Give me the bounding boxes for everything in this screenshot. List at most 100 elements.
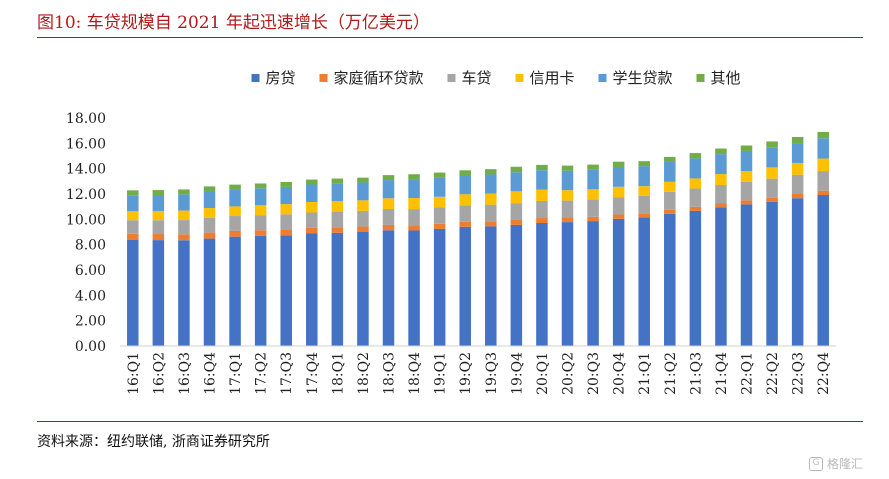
bar-19:Q4-2 [510, 203, 523, 220]
bar-22:Q3-3 [791, 162, 804, 175]
bar-19:Q4-0 [510, 224, 523, 346]
x-tick-label-27: 22:Q4 [816, 352, 832, 395]
bar-20:Q2-3 [561, 190, 574, 201]
bar-21:Q3-2 [689, 188, 702, 207]
x-tick-label-12: 19:Q1 [433, 352, 449, 395]
bar-22:Q1-4 [740, 150, 753, 172]
watermark-text: 格隆汇 [826, 457, 863, 471]
legend-label-1: 家庭循环贷款 [334, 69, 424, 87]
bar-17:Q2-2 [254, 215, 267, 231]
bar-22:Q4-1 [817, 190, 829, 196]
bar-21:Q4-0 [715, 207, 727, 346]
bar-22:Q1-5 [740, 145, 753, 151]
bar-19:Q1-0 [433, 228, 446, 346]
bar-17:Q2-0 [254, 235, 267, 346]
bar-18:Q3-1 [382, 224, 395, 231]
bar-18:Q2-1 [357, 226, 369, 232]
bar-16:Q1-0 [127, 239, 139, 346]
bar-16:Q4-5 [203, 186, 216, 192]
bar-16:Q4-0 [203, 238, 216, 346]
bar-19:Q2-2 [459, 205, 471, 222]
legend-swatch-2 [447, 74, 456, 82]
x-tick-label-6: 17:Q3 [279, 352, 295, 395]
bar-19:Q2-3 [459, 194, 471, 206]
bar-20:Q4-2 [612, 197, 625, 215]
bar-20:Q1-2 [536, 200, 548, 219]
bar-18:Q4-0 [408, 230, 420, 346]
source-note: 资料来源：纽约联储, 浙商证券研究所 [37, 434, 270, 450]
x-tick-label-19: 20:Q4 [612, 352, 628, 395]
bar-22:Q2-1 [766, 197, 778, 202]
x-tick-label-17: 20:Q2 [561, 352, 577, 395]
bar-21:Q4-4 [715, 154, 727, 175]
bar-21:Q3-1 [689, 206, 702, 211]
watermark: G 格隆汇 [808, 455, 863, 472]
bar-20:Q3-1 [587, 216, 599, 222]
bar-18:Q4-4 [408, 179, 420, 199]
x-tick-label-4: 17:Q1 [228, 352, 244, 395]
legend-swatch-3 [515, 74, 524, 82]
bar-16:Q3-1 [178, 234, 190, 241]
x-tick-label-5: 17:Q2 [254, 352, 270, 395]
bar-17:Q1-4 [229, 189, 241, 207]
bar-17:Q3-4 [280, 186, 292, 205]
bar-18:Q3-3 [382, 198, 395, 209]
bar-17:Q2-1 [254, 230, 267, 236]
bar-18:Q2-2 [357, 210, 369, 227]
legend-label-4: 学生贷款 [613, 69, 673, 87]
bar-21:Q1-1 [638, 213, 650, 218]
y-tick-label-7: 14.00 [66, 162, 106, 178]
bar-18:Q1-5 [331, 178, 344, 184]
bar-19:Q3-3 [485, 193, 497, 205]
bar-17:Q4-4 [306, 184, 318, 202]
bar-20:Q3-2 [587, 199, 599, 217]
bar-21:Q2-0 [664, 213, 676, 346]
bar-18:Q3-0 [382, 230, 395, 346]
bar-19:Q4-1 [510, 219, 523, 225]
y-tick-label-8: 16.00 [66, 136, 106, 152]
bar-16:Q3-4 [178, 194, 190, 211]
legend-label-0: 房贷 [266, 69, 296, 87]
bar-22:Q1-0 [740, 204, 753, 346]
bar-20:Q2-1 [561, 217, 574, 223]
bar-22:Q2-0 [766, 201, 778, 346]
bar-16:Q4-3 [203, 208, 216, 218]
x-tick-label-24: 22:Q1 [740, 352, 756, 395]
bar-16:Q1-3 [127, 211, 139, 221]
bar-16:Q4-4 [203, 191, 216, 209]
bar-16:Q3-0 [178, 240, 190, 346]
y-tick-label-5: 10.00 [66, 212, 106, 228]
bar-21:Q4-2 [715, 185, 727, 204]
bar-18:Q1-4 [331, 183, 344, 202]
x-tick-label-2: 16:Q3 [177, 352, 193, 395]
y-tick-label-2: 4.00 [75, 288, 106, 304]
y-tick-label-6: 12.00 [66, 187, 106, 203]
x-tick-label-23: 21:Q4 [714, 352, 730, 395]
bar-16:Q3-5 [178, 189, 190, 195]
bar-21:Q1-5 [638, 161, 650, 167]
bar-21:Q2-4 [664, 161, 676, 182]
bar-20:Q4-1 [612, 214, 625, 219]
bar-18:Q3-4 [382, 180, 395, 199]
legend-label-5: 其他 [711, 69, 741, 87]
x-tick-label-9: 18:Q2 [356, 352, 372, 395]
x-tick-label-10: 18:Q3 [382, 352, 398, 395]
bar-16:Q2-4 [152, 195, 165, 211]
bar-21:Q1-0 [638, 217, 650, 346]
bar-18:Q4-3 [408, 198, 420, 210]
title-rule [37, 37, 863, 38]
bar-22:Q3-1 [791, 194, 804, 199]
bar-20:Q1-5 [536, 164, 548, 171]
bar-18:Q1-2 [331, 211, 344, 228]
bar-19:Q3-5 [485, 169, 497, 175]
x-tick-label-1: 16:Q2 [151, 352, 167, 395]
y-tick-label-1: 2.00 [75, 314, 106, 330]
bar-17:Q2-5 [254, 183, 267, 189]
bar-21:Q1-4 [638, 166, 650, 187]
bar-20:Q1-3 [536, 189, 548, 201]
bar-20:Q4-4 [612, 167, 625, 187]
bar-22:Q3-5 [791, 137, 804, 144]
bar-20:Q3-0 [587, 221, 599, 346]
y-tick-label-9: 18.00 [66, 111, 106, 127]
bar-22:Q2-3 [766, 167, 778, 179]
